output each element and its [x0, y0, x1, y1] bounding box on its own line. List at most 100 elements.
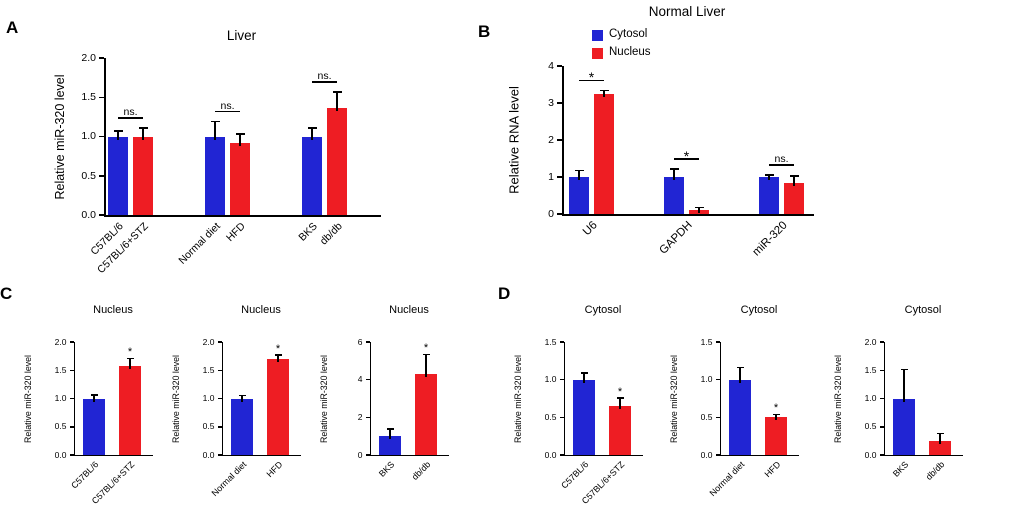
y-tick-mark	[217, 454, 222, 456]
bar-c57bl-6-stz	[133, 136, 153, 215]
y-tick-mark	[99, 175, 104, 177]
error-bar-cap	[900, 368, 908, 371]
y-tick-label: 1.5	[864, 364, 877, 375]
error-bar	[939, 434, 941, 444]
error-bar-cap	[113, 130, 123, 132]
bar-db-db	[327, 108, 347, 215]
y-tick-mark	[557, 139, 562, 141]
error-bar-cap	[616, 397, 624, 399]
error-bar	[619, 398, 621, 410]
bar-hfd	[267, 358, 289, 455]
bar-cytosol	[759, 177, 779, 214]
y-tick-mark	[69, 454, 74, 456]
chart-panel-d-cytosol-hfd: Cytosol Relative miR-320 level 0.0 0.5 1.0 1.…	[664, 292, 818, 522]
plot-area: 0.0 0.5 1.0 1.5 Normal diet * HFD	[701, 337, 799, 498]
y-tick-mark	[557, 102, 562, 104]
chart-panel-c-nucleus-dbdb: Nucleus Relative miR-320 level 0 2 4 6 BKS * db/…	[314, 292, 468, 522]
error-bar	[311, 128, 313, 140]
legend-swatch-nucleus	[592, 48, 603, 59]
chart-panel-d-cytosol-dbdb: Cytosol Relative miR-320 level 0.0 0.5 1.0 1.…	[828, 292, 982, 522]
y-tick-label: 2	[548, 133, 554, 146]
error-bar-cap	[126, 357, 134, 359]
y-tick-label: 1.5	[202, 364, 215, 375]
error-bar-cap	[936, 432, 944, 435]
y-tick-label: 1.0	[202, 393, 215, 404]
error-bar-cap	[307, 127, 317, 129]
y-tick-mark	[559, 341, 564, 343]
error-bar-cap	[238, 394, 246, 397]
panel-label-d: D	[498, 284, 511, 303]
significance-star: *	[423, 342, 429, 355]
bar-c57bl-6	[83, 398, 105, 455]
chart-title: Cytosol	[904, 304, 942, 316]
chart-panel-b-normal-liver: Normal Liver Relative RNA level 0 1 2 3 4 U6 * GA…	[492, 0, 882, 285]
error-bar	[129, 358, 131, 370]
y-tick-label: 0.5	[54, 421, 67, 432]
y-tick-label: 0.0	[864, 449, 877, 460]
y-tick-label: 0	[548, 207, 554, 220]
bar-db-db	[929, 440, 951, 455]
bar-cytosol	[664, 177, 684, 214]
error-bar-cap	[669, 168, 679, 170]
y-tick-label: 1.0	[864, 393, 877, 404]
y-tick-label: 2.0	[54, 336, 67, 347]
y-tick-label: 0.5	[700, 412, 713, 423]
error-bar-cap	[694, 206, 704, 209]
error-bar-cap	[332, 90, 342, 93]
error-bar-cap	[599, 89, 609, 92]
y-tick-label: 1.5	[544, 336, 557, 347]
y-tick-mark	[879, 426, 884, 428]
y-tick-mark	[879, 397, 884, 400]
y-tick-label: 0.0	[544, 449, 557, 460]
bar-hfd	[765, 417, 787, 455]
error-bar	[583, 373, 585, 383]
error-bar	[578, 171, 580, 180]
panel-label-a: A	[6, 18, 19, 37]
y-tick-mark	[559, 416, 564, 419]
error-bar	[241, 396, 243, 402]
y-tick-label: 0	[357, 449, 363, 460]
y-tick-label: 1.0	[544, 374, 557, 385]
chart-title: Cytosol	[740, 304, 778, 316]
bar-nucleus	[594, 93, 614, 214]
y-tick-label: 1	[548, 170, 554, 183]
significance-star: *	[127, 345, 133, 358]
significance-text: *	[588, 69, 595, 86]
bar-normal-diet	[231, 398, 253, 455]
error-bar	[673, 169, 675, 180]
y-tick-mark	[715, 416, 720, 419]
error-bar-cap	[789, 175, 799, 177]
y-tick-mark	[69, 397, 74, 400]
y-tick-mark	[365, 416, 370, 419]
error-bar-cap	[580, 372, 588, 374]
plot-area: 0.0 0.5 1.0 1.5 2.0 Normal diet * HFD	[203, 337, 301, 498]
bar-db-db	[415, 374, 437, 455]
y-tick-mark	[217, 341, 222, 343]
significance-line	[215, 111, 240, 113]
significance-text: ns.	[220, 99, 235, 112]
error-bar	[425, 355, 427, 378]
error-bar	[768, 175, 770, 180]
bar-c57bl-6-stz	[609, 406, 631, 455]
y-tick-mark	[69, 369, 74, 371]
y-tick-mark	[557, 213, 562, 215]
error-bar	[214, 122, 216, 140]
y-axis-label: Relative miR-320 level	[53, 73, 67, 200]
error-bar-cap	[764, 173, 774, 176]
significance-text: ns.	[774, 153, 789, 166]
y-tick-mark	[365, 378, 370, 381]
chart-title: Nucleus	[93, 304, 133, 316]
error-bar-cap	[235, 133, 245, 135]
significance-text: ns.	[123, 106, 138, 119]
error-bar	[93, 395, 95, 402]
bar-c57bl-6	[573, 379, 595, 455]
error-bar	[603, 91, 605, 97]
significance-star: *	[275, 342, 281, 355]
error-bar	[739, 368, 741, 383]
y-axis-label: Relative miR-320 level	[171, 354, 181, 443]
plot-area: 0.0 0.5 1.0 1.5 2.0 C57BL/6 * C57BL/6+STZ	[55, 337, 153, 505]
y-tick-label: 4	[357, 374, 363, 385]
y-tick-label: 3	[548, 96, 554, 109]
bar-cytosol	[569, 177, 589, 214]
y-tick-label: 0.0	[81, 208, 96, 221]
